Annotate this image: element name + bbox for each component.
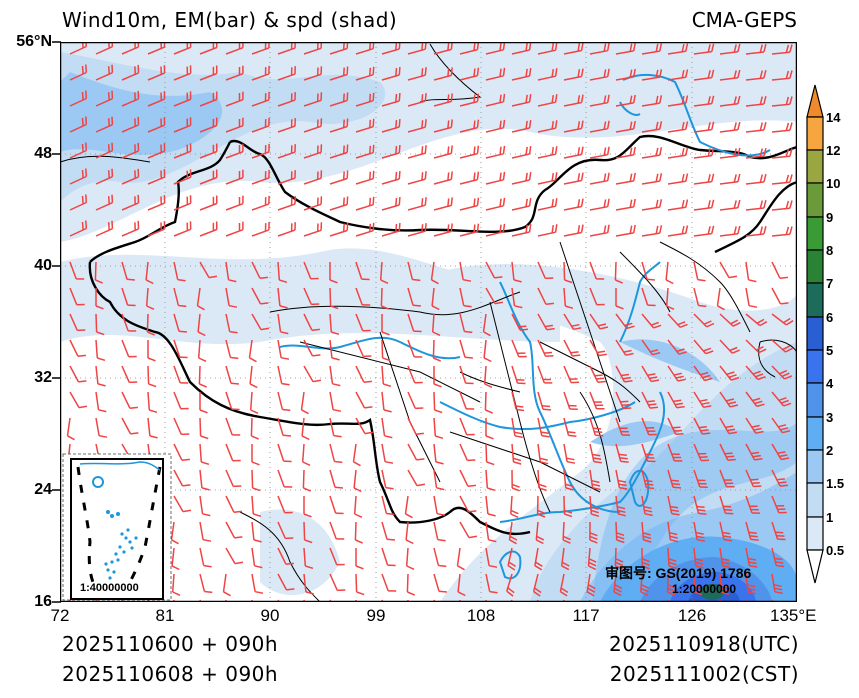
lon-label-99: 99 xyxy=(366,606,386,625)
lon-label-108: 108 xyxy=(466,606,496,625)
colorbar-label-4: 4 xyxy=(826,376,834,391)
map-scale: 1:20000000 xyxy=(672,582,737,596)
colorbar-label-10: 10 xyxy=(826,176,841,191)
colorbar-label-1: 1 xyxy=(826,510,834,525)
colorbar-label-5: 5 xyxy=(826,343,834,358)
lat-ticks xyxy=(52,41,61,603)
colorbar-label-6: 6 xyxy=(826,310,834,325)
graticule xyxy=(60,42,797,602)
lon-label-81: 81 xyxy=(155,606,175,625)
model-source: CMA-GEPS xyxy=(691,8,797,32)
lon-label-135: 135°E xyxy=(770,606,817,625)
colorbar-label-2: 2 xyxy=(826,443,834,458)
init-time-utc: 2025110600 + 090h xyxy=(62,632,279,656)
init-time-cst: 2025110608 + 090h xyxy=(62,662,279,686)
lat-label-24: 24 xyxy=(34,481,52,498)
colorbar-label-1-5: 1.5 xyxy=(826,476,845,491)
valid-time-cst: 2025111002(CST) xyxy=(609,662,799,686)
colorbar-label-12: 12 xyxy=(826,143,841,158)
lon-label-117: 117 xyxy=(572,606,600,625)
lat-label-32: 32 xyxy=(34,369,52,386)
south-china-sea-inset xyxy=(62,453,172,601)
colorbar-label-8: 8 xyxy=(826,243,834,258)
lat-label-40: 40 xyxy=(34,257,52,274)
map-review-number: 审图号: GS(2019) 1786 xyxy=(605,565,752,581)
province-borders xyxy=(60,43,797,602)
colorbar-label-9: 9 xyxy=(826,210,834,225)
chart-title: Wind10m, EM(bar) & spd (shad) xyxy=(62,8,398,32)
valid-time-utc: 2025110918(UTC) xyxy=(609,632,799,656)
colorbar-label-0-5: 0.5 xyxy=(826,543,845,558)
lon-label-90: 90 xyxy=(260,606,280,625)
colorbar-label-14: 14 xyxy=(826,110,841,125)
lon-label-72: 72 xyxy=(50,606,70,625)
lat-label-16: 16 xyxy=(34,593,52,610)
map-plot-area xyxy=(60,42,797,602)
china-border xyxy=(88,134,797,536)
lon-label-126: 126 xyxy=(677,606,707,625)
lat-label-48: 48 xyxy=(34,145,52,162)
lat-label-56: 56°N xyxy=(16,33,52,50)
colorbar-label-3: 3 xyxy=(826,410,834,425)
colorbar-label-7: 7 xyxy=(826,276,834,291)
inset-scale: 1:40000000 xyxy=(80,582,139,594)
colorbar xyxy=(806,84,824,584)
